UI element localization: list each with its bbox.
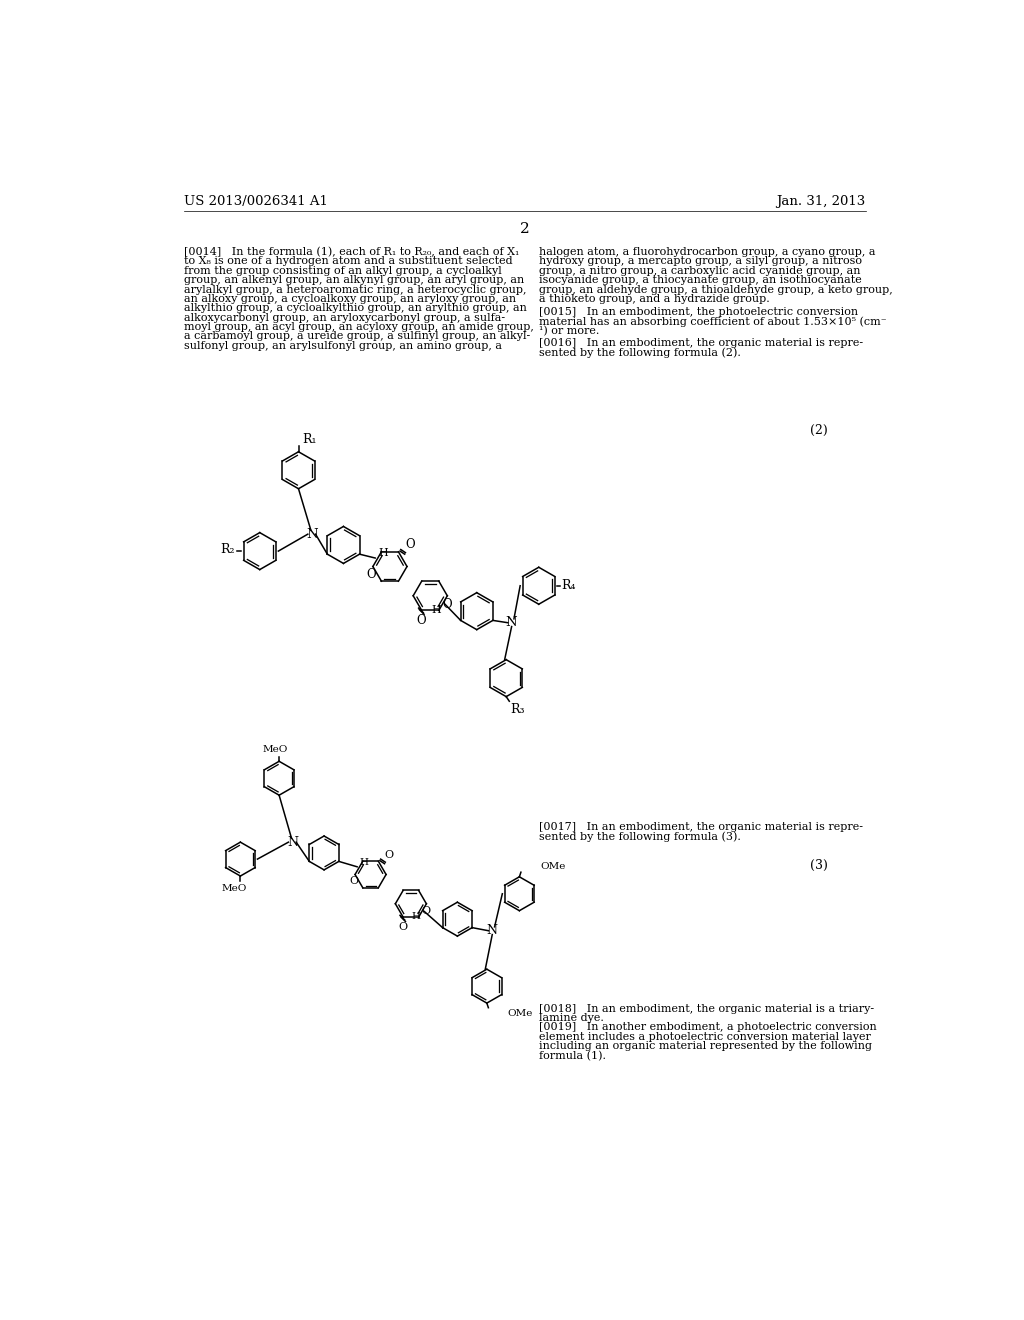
Text: O: O [416,614,426,627]
Text: hydroxy group, a mercapto group, a silyl group, a nitroso: hydroxy group, a mercapto group, a silyl… [539,256,862,267]
Text: OMe: OMe [508,1010,534,1018]
Text: isocyanide group, a thiocyanate group, an isothiocyanate: isocyanide group, a thiocyanate group, a… [539,275,861,285]
Text: material has an absorbing coefficient of about 1.53×10⁵ (cm⁻: material has an absorbing coefficient of… [539,317,887,327]
Text: N: N [486,924,497,937]
Text: O: O [385,850,394,861]
Text: sented by the following formula (2).: sented by the following formula (2). [539,347,740,358]
Text: Jan. 31, 2013: Jan. 31, 2013 [776,195,866,209]
Text: H: H [359,858,369,867]
Text: sulfonyl group, an arylsulfonyl group, an amino group, a: sulfonyl group, an arylsulfonyl group, a… [183,341,502,351]
Text: (2): (2) [810,424,827,437]
Text: US 2013/0026341 A1: US 2013/0026341 A1 [183,195,328,209]
Text: (3): (3) [810,859,827,873]
Text: N: N [288,836,299,849]
Text: alkylthio group, a cycloalkylthio group, an arylthio group, an: alkylthio group, a cycloalkylthio group,… [183,304,526,313]
Text: R₁: R₁ [302,433,316,446]
Text: alkoxycarbonyl group, an aryloxycarbonyl group, a sulfa-: alkoxycarbonyl group, an aryloxycarbonyl… [183,313,505,322]
Text: H: H [411,912,420,920]
Text: including an organic material represented by the following: including an organic material represente… [539,1041,871,1051]
Text: H: H [431,605,441,615]
Text: N: N [505,616,517,630]
Text: a carbamoyl group, a ureide group, a sulfinyl group, an alkyl-: a carbamoyl group, a ureide group, a sul… [183,331,530,342]
Text: MeO: MeO [221,884,247,892]
Text: group, an aldehyde group, a thioaldehyde group, a keto group,: group, an aldehyde group, a thioaldehyde… [539,285,893,294]
Text: an alkoxy group, a cycloalkoxy group, an aryloxy group, an: an alkoxy group, a cycloalkoxy group, an… [183,294,516,304]
Text: R₄: R₄ [561,579,575,593]
Text: OMe: OMe [541,862,565,871]
Text: [0015]   In an embodiment, the photoelectric conversion: [0015] In an embodiment, the photoelectr… [539,308,858,317]
Text: N: N [306,528,318,541]
Text: O: O [349,875,358,886]
Text: a thioketo group, and a hydrazide group.: a thioketo group, and a hydrazide group. [539,294,769,304]
Text: halogen atom, a fluorohydrocarbon group, a cyano group, a: halogen atom, a fluorohydrocarbon group,… [539,247,876,257]
Text: [0018]   In an embodiment, the organic material is a triary-: [0018] In an embodiment, the organic mat… [539,1003,873,1014]
Text: R₃: R₃ [510,702,524,715]
Text: element includes a photoelectric conversion material layer: element includes a photoelectric convers… [539,1032,870,1041]
Text: moyl group, an acyl group, an acyloxy group, an amide group,: moyl group, an acyl group, an acyloxy gr… [183,322,534,333]
Text: [0017]   In an embodiment, the organic material is repre-: [0017] In an embodiment, the organic mat… [539,822,863,832]
Text: [0016]   In an embodiment, the organic material is repre-: [0016] In an embodiment, the organic mat… [539,338,863,347]
Text: formula (1).: formula (1). [539,1051,606,1061]
Text: from the group consisting of an alkyl group, a cycloalkyl: from the group consisting of an alkyl gr… [183,265,502,276]
Text: O: O [406,539,415,552]
Text: MeO: MeO [262,744,288,754]
Text: to X₈ is one of a hydrogen atom and a substituent selected: to X₈ is one of a hydrogen atom and a su… [183,256,512,267]
Text: arylalkyl group, a heteroaromatic ring, a heterocyclic group,: arylalkyl group, a heteroaromatic ring, … [183,285,526,294]
Text: group, an alkenyl group, an alkynyl group, an aryl group, an: group, an alkenyl group, an alkynyl grou… [183,275,524,285]
Text: [0014]   In the formula (1), each of R₁ to R₂₀, and each of X₁: [0014] In the formula (1), each of R₁ to… [183,247,519,257]
Text: O: O [422,907,431,916]
Text: 2: 2 [520,222,529,235]
Text: ¹) or more.: ¹) or more. [539,326,599,337]
Text: sented by the following formula (3).: sented by the following formula (3). [539,832,740,842]
Text: [0019]   In another embodiment, a photoelectric conversion: [0019] In another embodiment, a photoele… [539,1022,877,1032]
Text: group, a nitro group, a carboxylic acid cyanide group, an: group, a nitro group, a carboxylic acid … [539,265,860,276]
Text: O: O [367,568,376,581]
Text: O: O [398,921,408,932]
Text: lamine dye.: lamine dye. [539,1014,603,1023]
Text: R₂: R₂ [220,543,234,556]
Text: O: O [442,598,453,611]
Text: H: H [379,548,389,557]
